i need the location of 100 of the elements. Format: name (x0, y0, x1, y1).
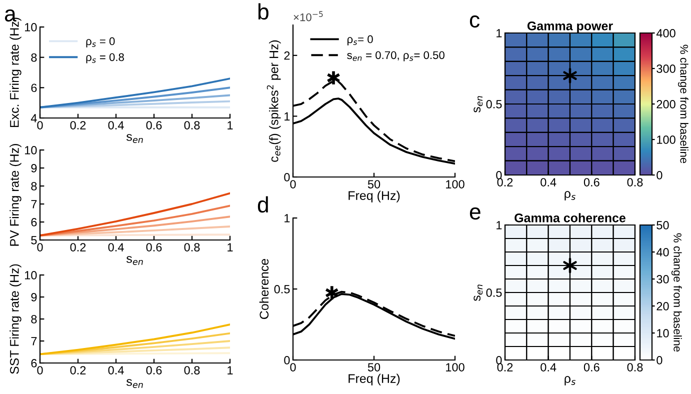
line-series (40, 216, 230, 236)
x-tick-label: 0.4 (108, 121, 124, 130)
legend-label: ρ$_{s}$= 0 (347, 35, 373, 46)
line-series (40, 94, 230, 108)
y-tick-label: 0.5 (486, 100, 502, 108)
y-tick-label: 6 (31, 218, 37, 226)
y-tick-label: 10 (24, 146, 37, 154)
x-tick-label: 0.4 (108, 366, 124, 374)
y-tick-label: 1 (284, 112, 290, 120)
x-tick-label: 0.6 (146, 366, 162, 374)
x-axis-title: s$_{en}$ (126, 134, 143, 143)
color-bar-label: 30 (656, 275, 669, 284)
color-bar-label: 20 (656, 302, 669, 310)
x-tick-label: 0.8 (627, 363, 643, 372)
y-tick-label: 2 (284, 51, 290, 60)
y-tick-label: 0.5 (486, 288, 502, 297)
x-tick-label: 0.8 (184, 243, 200, 252)
line-series (40, 100, 230, 108)
x-tick-label: 0 (290, 363, 296, 372)
x-tick-label: 0.4 (108, 243, 124, 252)
y-tick-label: 1 (284, 214, 290, 222)
legend-label: ρ$_{s}$ = 0.8 (86, 53, 124, 64)
x-tick-label: 0.8 (184, 366, 200, 374)
chart-title: Gamma power (527, 21, 613, 33)
x-tick-label: 1 (228, 243, 233, 252)
x-tick-label: 0.8 (627, 178, 643, 186)
x-axis-title: Freq (Hz) (348, 374, 400, 386)
x-tick-label: 0 (37, 121, 43, 130)
x-tick-label: 50 (368, 180, 380, 188)
x-tick-label: 0.8 (184, 121, 200, 130)
x-axis-title: Freq (Hz) (348, 190, 400, 202)
legend-label: s$_{en}$ = 0.70, ρ$_{s}$= 0.50 (347, 51, 444, 62)
x-tick-label: 0 (37, 366, 43, 374)
y-axis-title: c$_{ee}$(f) (spikes$^{2}$ per Hz) (266, 40, 281, 162)
y-tick-label: 6 (31, 84, 37, 92)
x-tick-label: 0.6 (584, 178, 600, 186)
y-tick-label: 1 (496, 221, 502, 230)
y-tick-label: 9 (31, 293, 37, 302)
x-tick-label: 0 (290, 180, 296, 188)
x-tick-label: 0.2 (497, 363, 513, 372)
y-axis-title: SST Firing rate (Hz) (10, 264, 22, 374)
x-tick-label: 0.6 (146, 243, 162, 252)
x-axis-title: s$_{en}$ (126, 256, 143, 265)
y-tick-label: 1 (496, 29, 502, 38)
x-tick-label: 0.4 (540, 363, 556, 372)
color-bar-label: 0 (656, 171, 662, 180)
y-tick-label: 0 (496, 356, 502, 364)
x-tick-label: 0.2 (70, 243, 86, 252)
y-tick-label: 7 (31, 200, 37, 208)
y-tick-label: 0 (496, 171, 502, 180)
color-bar-title: % change from baseline (671, 233, 682, 352)
y-tick-label: 6 (31, 359, 37, 368)
line-series (40, 226, 230, 236)
line-series (40, 78, 230, 108)
x-tick-label: 1 (228, 366, 233, 374)
y-tick-label: 8 (31, 315, 37, 324)
x-tick-label: 1 (228, 121, 233, 130)
color-bar-label: 100 (657, 136, 676, 144)
line-series (40, 192, 230, 236)
legend-label: ρ$_{s}$ = 0 (86, 37, 115, 48)
y-tick-label: 10 (24, 23, 37, 32)
y-tick-label: 9 (31, 164, 37, 172)
x-tick-label: 0.2 (70, 366, 86, 374)
y-tick-label: 0.5 (274, 285, 290, 294)
x-tick-label: 0.2 (70, 121, 86, 130)
y-tick-label: 5 (31, 236, 37, 244)
color-bar-title: % change from baseline (678, 44, 688, 164)
y-tick-label: 4 (30, 114, 37, 122)
y-tick-label: 0 (284, 356, 290, 364)
y-tick-label: 8 (31, 182, 37, 190)
x-tick-label: 100 (446, 363, 464, 372)
color-bar-label: 50 (656, 221, 669, 230)
x-tick-label: 0.4 (540, 178, 556, 186)
color-bar-label: 10 (657, 329, 669, 338)
line-series (40, 204, 230, 236)
x-axis-title: s$_{en}$ (126, 379, 143, 388)
x-tick-label: 50 (368, 363, 380, 372)
text: b (258, 3, 268, 20)
y-tick-label: 7 (31, 337, 37, 346)
y-axis-title: s$_{en}$ (474, 284, 483, 302)
annotation: ✱ (327, 71, 340, 84)
line-series (40, 324, 230, 356)
text: c (470, 15, 480, 28)
x-tick-label: 0.6 (584, 363, 600, 372)
x-tick-label: 0 (37, 243, 43, 252)
text: e (470, 207, 480, 220)
color-bar-label: 40 (656, 248, 669, 256)
x-axis-title: ρ$_{s}$ (564, 191, 576, 200)
color-bar-label: 200 (656, 100, 676, 108)
x-tick-label: 0.2 (497, 178, 513, 186)
x-tick-label: 0.6 (146, 121, 162, 130)
color-bar-label: 0 (656, 356, 662, 364)
color-bar-label: 400 (656, 29, 676, 38)
y-tick-label: 10 (24, 271, 37, 280)
color-bar-label: 300 (656, 64, 676, 73)
text: ×10$^{−5}$ (294, 11, 323, 22)
x-tick-label: 100 (446, 180, 464, 188)
x-axis-title: ρ$_{s}$ (564, 376, 576, 386)
y-axis-title: Coherence (259, 258, 269, 319)
y-axis-title: s$_{en}$ (474, 96, 483, 113)
